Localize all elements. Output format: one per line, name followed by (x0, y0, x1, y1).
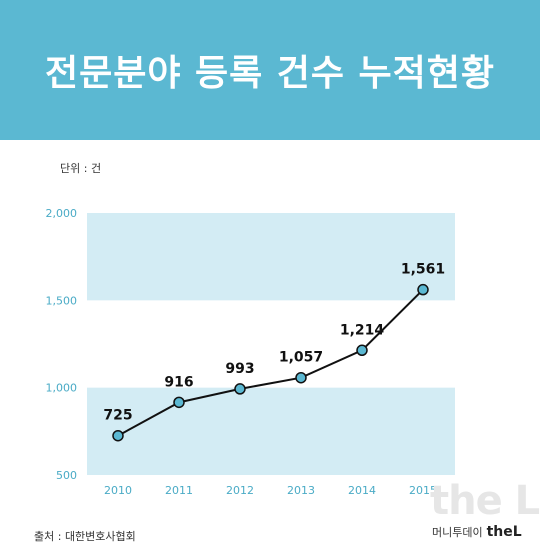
data-label: 1,057 (279, 350, 323, 366)
band-1 (87, 213, 455, 301)
data-label: 1,561 (401, 262, 445, 278)
data-label: 1,214 (340, 322, 385, 338)
x-tick-label: 2013 (287, 484, 315, 497)
source-text: 출처 : 대한변호사협회 (34, 530, 136, 543)
data-label: 993 (225, 361, 254, 377)
y-tick-label: 500 (56, 469, 77, 482)
series-line (117, 288, 424, 437)
header-banner: 전문분야 등록 건수 누적현황 (0, 0, 540, 140)
brand-name: 머니투데이 (432, 526, 483, 539)
unit-label: 단위 : 건 (60, 162, 102, 175)
x-tick-label: 2015 (409, 484, 437, 497)
x-tick-label: 2010 (104, 484, 132, 497)
page-title: 전문분야 등록 건수 누적현황 (44, 53, 496, 94)
x-tick-label: 2012 (226, 484, 254, 497)
data-point (295, 371, 307, 384)
data-point (417, 283, 429, 296)
brand-mark: theL (486, 524, 522, 540)
data-point (356, 344, 368, 357)
data-point (234, 383, 246, 395)
y-tick-label: 1,000 (46, 382, 78, 395)
y-tick-label: 2,000 (46, 207, 78, 220)
brand-logo: 머니투데이 theL (432, 524, 522, 540)
x-tick-label: 2011 (165, 484, 193, 497)
x-tick-label: 2014 (348, 484, 376, 497)
y-tick-label: 1,500 (46, 294, 78, 307)
data-label: 725 (103, 408, 132, 424)
band-0 (87, 387, 455, 475)
data-point (173, 396, 185, 409)
line-chart: 500 1,000 1,500 2,000 2010 2011 2012 2013 2014 20… (46, 207, 455, 497)
brand-watermark: the L (430, 478, 540, 524)
data-point (112, 429, 124, 442)
data-label: 916 (164, 374, 193, 390)
